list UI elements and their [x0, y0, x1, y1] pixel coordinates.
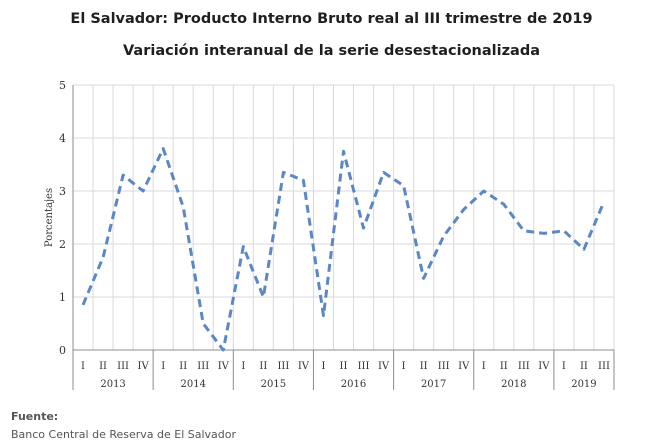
quarter-label: IV	[378, 361, 390, 372]
quarter-label: I	[402, 361, 406, 372]
quarter-label: II	[500, 361, 508, 372]
source-label: Fuente:	[11, 410, 59, 423]
quarter-label: III	[277, 361, 289, 372]
chart-subtitle: Variación interanual de la serie desesta…	[123, 43, 540, 59]
quarter-label: IV	[538, 361, 550, 372]
quarter-label: III	[197, 361, 209, 372]
quarter-label: I	[321, 361, 325, 372]
year-label: 2017	[421, 379, 446, 390]
year-label: 2015	[261, 379, 286, 390]
quarter-label: II	[420, 361, 428, 372]
chart-title: El Salvador: Producto Interno Bruto real…	[70, 11, 593, 27]
quarter-label: IV	[138, 361, 150, 372]
y-tick-label: 4	[59, 132, 66, 145]
quarter-label: II	[580, 361, 588, 372]
series-line	[81, 147, 606, 352]
source-text: Banco Central de Reserva de El Salvador	[11, 428, 237, 441]
y-tick-label: 2	[59, 238, 66, 251]
year-label: 2019	[571, 379, 596, 390]
quarter-label: II	[99, 361, 107, 372]
quarter-label: IV	[218, 361, 230, 372]
quarter-label: II	[179, 361, 187, 372]
y-tick-label: 0	[59, 344, 66, 357]
quarter-label: III	[438, 361, 450, 372]
year-label: 2018	[501, 379, 526, 390]
year-label: 2016	[341, 379, 366, 390]
quarter-label: III	[598, 361, 610, 372]
year-label: 2013	[100, 379, 125, 390]
quarter-label: II	[340, 361, 348, 372]
y-tick-label: 3	[59, 185, 66, 198]
quarter-label: I	[562, 361, 566, 372]
quarter-label: I	[482, 361, 486, 372]
quarter-label: IV	[298, 361, 310, 372]
year-label: 2014	[180, 379, 205, 390]
quarter-label: I	[161, 361, 165, 372]
quarter-label: III	[518, 361, 530, 372]
quarter-label: III	[358, 361, 370, 372]
y-axis-label: Porcentajes	[44, 188, 55, 247]
quarter-label: I	[81, 361, 85, 372]
quarter-label: I	[241, 361, 245, 372]
y-tick-label: 5	[59, 79, 66, 92]
quarter-label: II	[259, 361, 267, 372]
quarter-label: III	[117, 361, 129, 372]
y-tick-label: 1	[59, 291, 66, 304]
quarter-label: IV	[458, 361, 470, 372]
